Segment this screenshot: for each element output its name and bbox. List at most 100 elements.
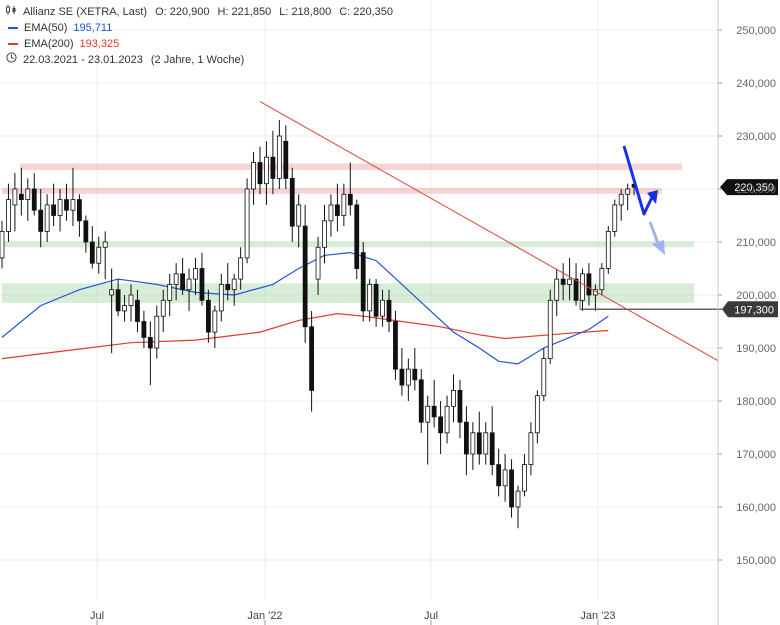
x-tick-label: Jul [90,610,104,622]
x-tick-label: Jul [424,610,438,622]
candle-body-up [193,268,198,280]
candle [309,310,315,412]
low-label: L: [279,6,289,18]
candle [70,167,76,227]
candle-body-down [89,241,95,264]
candle [77,194,82,237]
candle-body-up [122,305,127,312]
candle-body-up [296,204,302,227]
candle [199,252,205,306]
candle [438,401,444,454]
candle [31,173,37,216]
date-range-note: (2 Jahre, 1 Woche) [150,54,245,66]
candle [128,284,134,322]
candle [509,459,514,518]
candle-body-down [199,268,205,301]
candle-body-down [115,289,121,312]
candle-body-down [77,199,82,222]
candle [470,422,476,470]
candle [141,310,147,348]
candle [599,263,605,295]
candle-body-down [257,162,263,185]
candle-body-down [141,321,147,338]
candle-body-up [599,268,605,291]
candle-body-up [96,246,102,264]
candle [231,273,237,306]
candle [115,279,121,317]
candle-body-down [51,204,56,216]
candle-body-down [573,278,579,301]
candle [135,289,140,333]
candle-body-down [135,299,140,322]
high-label: H: [217,6,229,18]
candle-body-up [44,204,50,232]
candle-body-down [373,283,379,317]
candle-body-up [618,193,624,206]
candle [425,395,431,465]
candle [431,379,437,428]
candle-body-down [64,199,69,211]
candle [547,289,553,364]
candle [412,348,418,391]
candle-body-up [6,199,11,232]
candle [296,194,302,248]
trendline-group [259,101,719,362]
candle [618,189,624,221]
candle [186,268,192,311]
y-tick-label: 180,000 [736,396,776,408]
candle-body-down [386,299,392,322]
candle [573,263,579,306]
candle [405,358,411,401]
candle-body-up [109,289,115,296]
price-zone [2,241,694,248]
candle [567,257,572,301]
candle-body-up [547,299,553,359]
low-value: 218,800 [291,6,332,18]
candle [89,226,95,269]
candle [451,374,456,423]
candle [264,141,269,205]
candle-body-up [470,432,476,455]
candle-body-up [70,199,76,211]
candle-body-down [438,416,444,434]
ema200-swatch [8,43,18,45]
last-price-tag-bg [720,179,778,196]
candle-body-up [625,188,631,195]
candle-body-up [367,283,373,312]
forecast-arrow-light [648,221,661,247]
candle [476,411,482,465]
legend-ema200-row[interactable]: EMA(200) 193,325 [6,36,393,52]
legend-ema50-row[interactable]: EMA(50) 195,711 [6,20,393,36]
marked-level-tag-bg [722,301,778,318]
candle-body-down [334,204,340,216]
ema50-value: 195,711 [73,22,113,34]
candle [12,173,18,232]
candle [122,295,127,322]
candle-body-up [567,278,572,285]
candle [444,395,450,444]
y-tick-label: 230,000 [736,131,776,143]
candle-body-down [509,469,514,508]
candle-body-down [489,432,495,465]
candle [502,454,508,502]
legend-range-row: 22.03.2021 - 23.01.2023 (2 Jahre, 1 Woch… [6,52,393,68]
candle [483,422,489,465]
candle [257,146,263,195]
ema200-label: EMA(200) [24,38,74,50]
y-tick-label: 150,000 [736,555,776,567]
candle-body-up [128,294,134,307]
candle [418,369,424,433]
candle [496,448,502,497]
forecast-arrowhead-blue [647,190,658,204]
candle [347,162,353,216]
candle [457,379,463,439]
candle [341,183,347,227]
candle-body-up [341,193,347,216]
legend-instrument-row: Allianz SE (XETRA, Last) O: 220,900 H: 2… [6,4,393,20]
candle-body-up [405,368,411,386]
candle [44,194,50,242]
candle [489,406,495,476]
candle [205,289,211,343]
candlesticks [0,120,637,529]
